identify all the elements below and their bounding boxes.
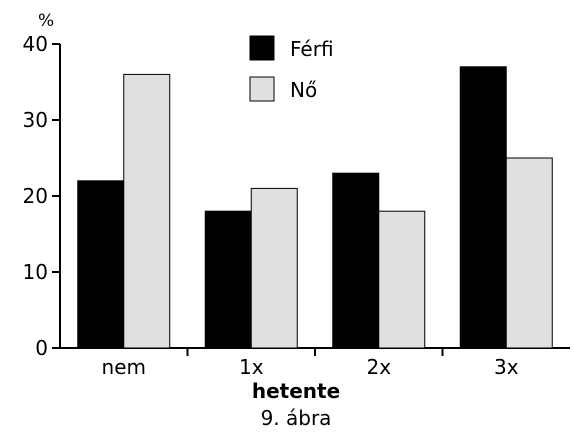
category-labels: nem 1x 2x 3x (102, 355, 519, 379)
legend-swatch-no (249, 76, 275, 102)
x-category-label-3x: 3x (494, 355, 519, 379)
x-axis-title: hetente (252, 379, 340, 403)
x-category-label-1x: 1x (239, 355, 264, 379)
bar-1x-series-0 (204, 210, 252, 349)
figure-caption: 9. ábra (261, 406, 332, 430)
legend-swatch-ferfi (249, 35, 275, 61)
x-category-label-nem: nem (102, 355, 146, 379)
bar-3x-series-0 (459, 66, 507, 349)
legend-label-ferfi: Férfi (290, 37, 334, 61)
y-tick-label-20: 20 (23, 184, 48, 208)
bar-3x-series-1 (505, 157, 553, 349)
y-unit-label: % (38, 11, 54, 31)
y-tick-label-40: 40 (23, 32, 48, 56)
bars (77, 66, 553, 349)
legend: Férfi Nő (249, 35, 334, 102)
x-category-label-2x: 2x (366, 355, 391, 379)
legend-label-no: Nő (290, 78, 317, 102)
bar-nem-series-0 (77, 180, 125, 349)
bar-nem-series-1 (123, 73, 171, 349)
y-tick-label-0: 0 (35, 336, 48, 360)
y-ticks: 0 10 20 30 40 (23, 32, 60, 360)
bar-2x-series-1 (378, 210, 426, 349)
x-ticks (186, 348, 444, 356)
bar-2x-series-0 (332, 172, 380, 349)
bar-1x-series-1 (250, 187, 298, 349)
y-tick-label-30: 30 (23, 108, 48, 132)
y-tick-label-10: 10 (23, 260, 48, 284)
